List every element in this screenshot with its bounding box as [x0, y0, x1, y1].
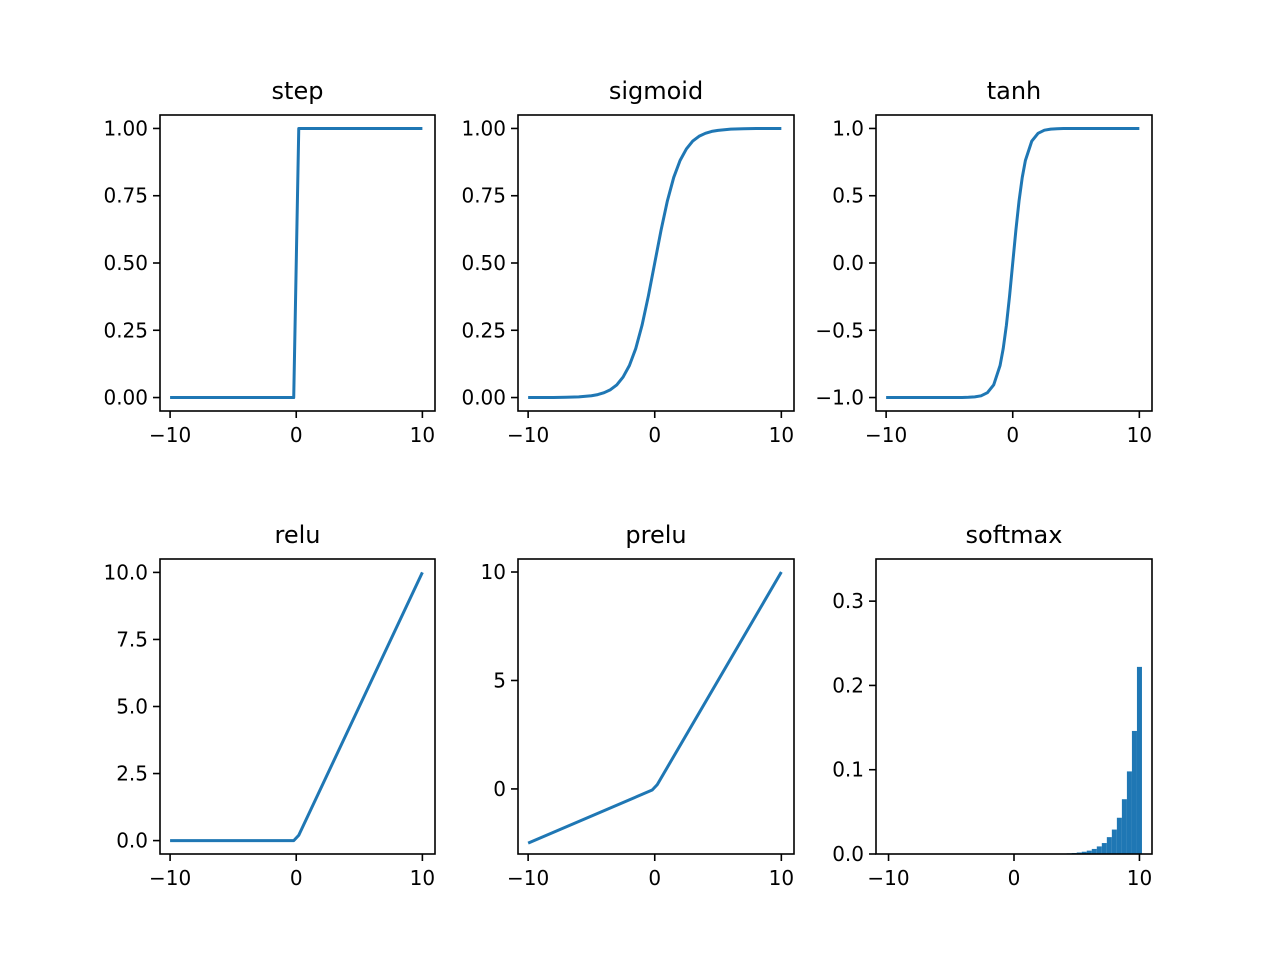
- x-tick-label: −10: [149, 423, 191, 447]
- prelu-curve: [527, 571, 783, 845]
- x-tick-label: −10: [867, 866, 909, 890]
- relu-curve: [170, 571, 424, 843]
- subplot-title: softmax: [966, 521, 1063, 549]
- softmax-bar: [1086, 850, 1092, 854]
- sigmoid-curve: [528, 126, 782, 400]
- softmax-bar: [1136, 666, 1142, 854]
- softmax-bar: [1126, 771, 1132, 854]
- y-tick-label: 0.2: [832, 673, 864, 697]
- subplot-prelu: prelu −10 0 10 0 5 10: [481, 521, 795, 890]
- x-tick-label: 0: [1008, 866, 1021, 890]
- y-tick-label: 0.50: [461, 251, 506, 275]
- softmax-bar: [1106, 837, 1112, 854]
- tanh-curve: [886, 126, 1140, 400]
- y-tick-label: 0.75: [103, 184, 148, 208]
- softmax-bar: [1091, 848, 1097, 854]
- y-tick-label: 10.0: [103, 560, 148, 584]
- x-tick-label: 0: [290, 866, 303, 890]
- softmax-bar: [1121, 799, 1127, 854]
- x-tick-label: 10: [1127, 423, 1152, 447]
- y-tick-label: 1.0: [832, 116, 864, 140]
- y-tick-label: 7.5: [116, 627, 148, 651]
- softmax-bar: [1131, 730, 1137, 854]
- softmax-bar: [1081, 851, 1087, 854]
- softmax-bar: [1096, 846, 1102, 854]
- x-tick-label: 10: [1127, 866, 1152, 890]
- x-tick-label: 10: [410, 866, 435, 890]
- subplot-tanh: tanh −10 0 10 −1.0 −0.5 0.0 0.5 1.0: [815, 77, 1153, 447]
- x-tick-label: 0: [1006, 423, 1019, 447]
- x-tick-label: 10: [769, 866, 794, 890]
- y-tick-label: −1.0: [815, 386, 864, 410]
- y-tick-label: 0.5: [832, 184, 864, 208]
- y-tick-label: 0.00: [103, 386, 148, 410]
- x-tick-label: 0: [648, 866, 661, 890]
- y-tick-label: 0.0: [832, 842, 864, 866]
- y-tick-label: 0.3: [832, 589, 864, 613]
- x-tick-label: −10: [865, 423, 907, 447]
- y-tick-label: 5: [493, 668, 506, 692]
- y-tick-label: 0.1: [832, 758, 864, 782]
- softmax-bar: [1111, 829, 1117, 854]
- y-tick-label: 0.0: [116, 829, 148, 853]
- y-tick-label: 0.25: [103, 318, 148, 342]
- x-tick-label: 10: [769, 423, 794, 447]
- y-tick-label: 0: [493, 777, 506, 801]
- x-tick-label: 0: [290, 423, 303, 447]
- y-tick-label: 5.0: [116, 695, 148, 719]
- y-tick-label: 2.5: [116, 762, 148, 786]
- subplot-title: tanh: [987, 77, 1042, 105]
- subplot-title: sigmoid: [609, 77, 703, 105]
- subplot-softmax: softmax −10 0 10 0.0 0.1 0.2 0.3: [832, 521, 1153, 890]
- softmax-bar: [1116, 817, 1122, 854]
- y-tick-label: 10: [481, 560, 506, 584]
- subplot-relu: relu −10 0 10 0.0 2.5 5.0 7.5 10.0: [103, 521, 436, 890]
- y-tick-label: 1.00: [461, 116, 506, 140]
- y-tick-label: 1.00: [103, 116, 148, 140]
- softmax-bar: [1101, 843, 1107, 854]
- subplot-title: prelu: [625, 521, 686, 549]
- y-tick-label: 0.25: [461, 318, 506, 342]
- subplot-title: step: [272, 77, 324, 105]
- x-tick-label: 10: [410, 423, 435, 447]
- x-tick-label: −10: [507, 866, 549, 890]
- x-tick-label: −10: [149, 866, 191, 890]
- step-curve: [170, 126, 423, 400]
- x-tick-label: −10: [507, 423, 549, 447]
- subplot-sigmoid: sigmoid −10 0 10 0.00 0.25 0.50 0.75 1.00: [461, 77, 795, 447]
- y-tick-label: 0.0: [832, 251, 864, 275]
- subplot-step: step −10 0 10 0.00 0.25 0.50 0.75 1.00: [103, 77, 436, 447]
- axes-frame: [517, 558, 795, 855]
- y-tick-label: 0.75: [461, 184, 506, 208]
- y-tick-label: 0.00: [461, 386, 506, 410]
- x-tick-label: 0: [648, 423, 661, 447]
- y-tick-label: 0.50: [103, 251, 148, 275]
- y-tick-label: −0.5: [815, 318, 864, 342]
- subplot-title: relu: [275, 521, 321, 549]
